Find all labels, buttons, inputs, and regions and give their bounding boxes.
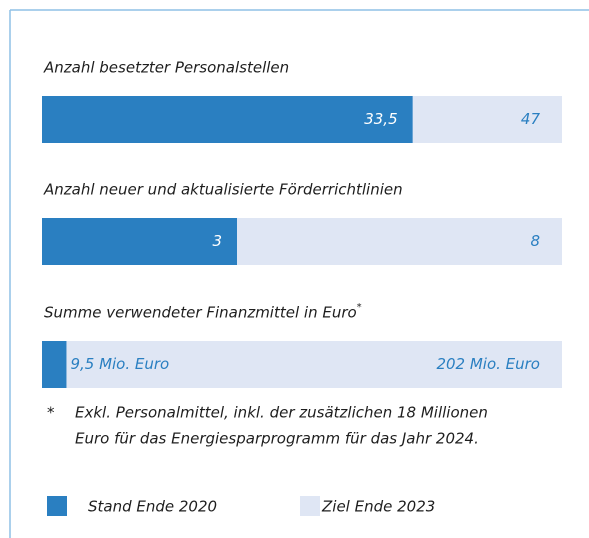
footnote-line: Euro für das Energiesparprogramm für das… — [75, 430, 479, 448]
bar-title: Anzahl besetzter Personalstellen — [43, 59, 289, 77]
footnote-marker: * — [47, 404, 55, 422]
actual-label: 9,5 Mio. Euro — [70, 355, 169, 373]
actual-bar — [42, 218, 237, 265]
target-label: 202 Mio. Euro — [436, 355, 540, 373]
target-label: 47 — [521, 110, 541, 128]
actual-label: 33,5 — [364, 110, 397, 128]
legend-swatch — [300, 496, 320, 516]
target-bar — [42, 341, 562, 388]
title-marker: * — [357, 302, 362, 313]
legend-label: Ziel Ende 2023 — [321, 498, 435, 516]
target-label: 8 — [530, 232, 540, 250]
legend-label: Stand Ende 2020 — [88, 498, 217, 516]
bar-title: Anzahl neuer und aktualisierte Förderric… — [43, 181, 403, 199]
legend-swatch — [47, 496, 67, 516]
actual-bar — [42, 341, 67, 388]
footnote-line: Exkl. Personalmittel, inkl. der zusätzli… — [75, 404, 488, 422]
actual-bar — [42, 96, 413, 143]
bar-title: Summe verwendeter Finanzmittel in Euro* — [44, 302, 362, 322]
actual-label: 3 — [212, 232, 222, 250]
